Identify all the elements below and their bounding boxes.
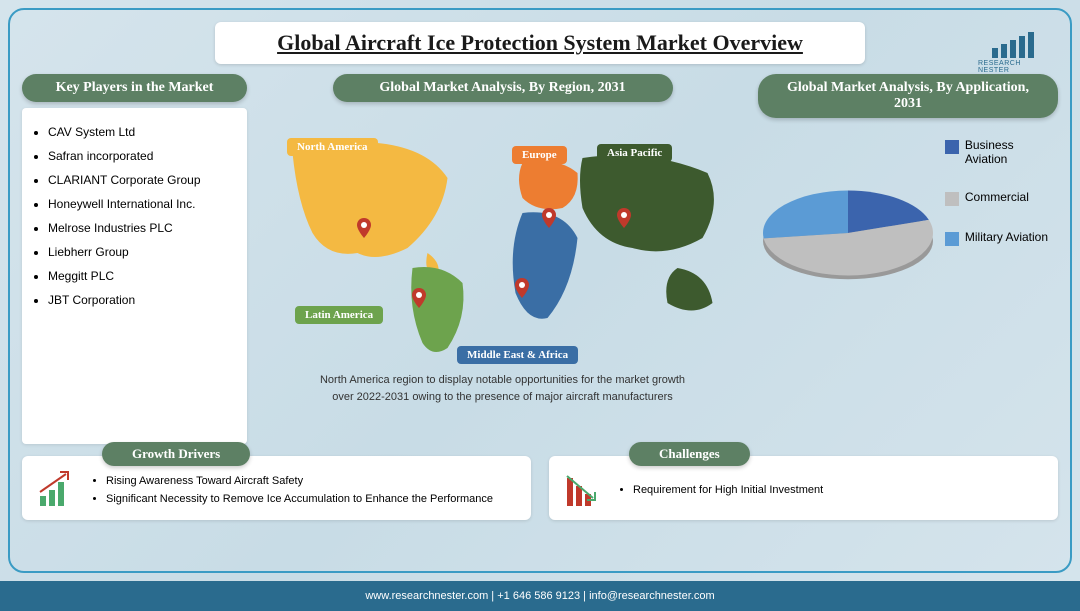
region-label: Latin America (295, 306, 383, 324)
key-player-item: CAV System Ltd (48, 120, 233, 144)
map-pin-icon (542, 208, 556, 228)
pie-wrap: Business Aviation Commercial Military Avia… (758, 138, 1058, 328)
world-map: North America Europe Asia Pacific Latin Ame… (257, 108, 748, 368)
key-players-list: CAV System LtdSafran incorporatedCLARIAN… (22, 108, 247, 444)
pie-chart (758, 138, 937, 328)
map-pin-icon (412, 288, 426, 308)
challenges-title: Challenges (629, 442, 750, 466)
application-title: Global Market Analysis, By Application, … (758, 74, 1058, 118)
key-player-item: Meggitt PLC (48, 264, 233, 288)
legend-item: Business Aviation (945, 138, 1058, 166)
key-player-item: Liebherr Group (48, 240, 233, 264)
north-america-shape (293, 140, 448, 278)
legend-swatch (945, 140, 959, 154)
main-frame: Global Aircraft Ice Protection System Ma… (8, 8, 1072, 573)
legend-label: Military Aviation (965, 230, 1048, 244)
region-label: Middle East & Africa (457, 346, 578, 364)
logo-bars-icon (992, 30, 1034, 58)
page-title: Global Aircraft Ice Protection System Ma… (227, 30, 853, 56)
latin-america-shape (411, 267, 463, 352)
pie-slice (763, 191, 848, 239)
africa-shape (513, 212, 578, 318)
footer-sep: | (580, 590, 589, 602)
map-pin-icon (357, 218, 371, 238)
region-label: Asia Pacific (597, 144, 672, 162)
asia-pacific-shape (580, 155, 714, 310)
title-bar: Global Aircraft Ice Protection System Ma… (215, 22, 865, 64)
challenge-item: Requirement for High Initial Investment (633, 482, 823, 500)
footer-email: info@researchnester.com (589, 590, 715, 602)
logo-text: RESEARCH NESTER (978, 60, 1048, 74)
key-players-title: Key Players in the Market (22, 74, 247, 102)
footer-phone: +1 646 586 9123 (497, 590, 580, 602)
legend-swatch (945, 192, 959, 206)
drivers-list: Rising Awareness Toward Aircraft SafetyS… (92, 473, 493, 508)
region-panel: Global Market Analysis, By Region, 2031 … (257, 74, 748, 444)
region-label: North America (287, 138, 378, 156)
pie-legend: Business Aviation Commercial Military Avia… (945, 138, 1058, 246)
legend-label: Commercial (965, 190, 1029, 204)
legend-swatch (945, 232, 959, 246)
growth-icon (36, 466, 80, 510)
key-player-item: Safran incorporated (48, 144, 233, 168)
footer: www.researchnester.com | +1 646 586 9123… (0, 581, 1080, 611)
content-row: Key Players in the Market CAV System Ltd… (22, 74, 1058, 444)
driver-item: Significant Necessity to Remove Ice Accu… (106, 491, 493, 509)
challenges-box: Challenges Requirement for High Initial … (549, 456, 1058, 520)
key-players-panel: Key Players in the Market CAV System Ltd… (22, 74, 247, 444)
key-player-item: Melrose Industries PLC (48, 216, 233, 240)
legend-label: Business Aviation (965, 138, 1058, 166)
challenges-list: Requirement for High Initial Investment (619, 482, 823, 500)
logo: RESEARCH NESTER (978, 28, 1048, 76)
region-caption: North America region to display notable … (313, 372, 693, 405)
key-player-item: JBT Corporation (48, 288, 233, 312)
legend-item: Commercial (945, 190, 1058, 206)
key-player-item: CLARIANT Corporate Group (48, 168, 233, 192)
legend-item: Military Aviation (945, 230, 1058, 246)
footer-website: www.researchnester.com (365, 590, 488, 602)
europe-shape (519, 161, 578, 209)
map-pin-icon (617, 208, 631, 228)
bottom-row: Growth Drivers Rising Awareness Toward A… (22, 456, 1058, 520)
drivers-title: Growth Drivers (102, 442, 250, 466)
map-pin-icon (515, 278, 529, 298)
region-title: Global Market Analysis, By Region, 2031 (333, 74, 673, 102)
application-panel: Global Market Analysis, By Application, … (758, 74, 1058, 444)
decline-icon (563, 466, 607, 510)
key-player-item: Honeywell International Inc. (48, 192, 233, 216)
driver-item: Rising Awareness Toward Aircraft Safety (106, 473, 493, 491)
region-label: Europe (512, 146, 567, 164)
drivers-box: Growth Drivers Rising Awareness Toward A… (22, 456, 531, 520)
footer-sep: | (488, 590, 497, 602)
